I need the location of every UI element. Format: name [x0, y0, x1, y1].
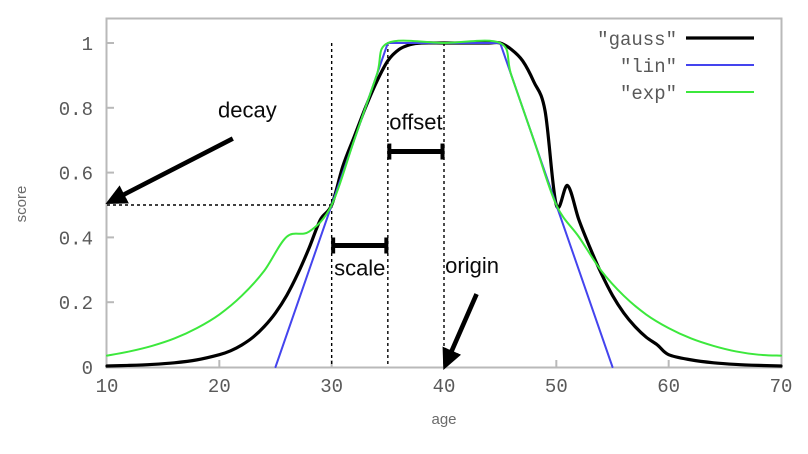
- legend-label-exp: "exp": [620, 83, 677, 105]
- x-tick-label: 70: [770, 376, 793, 398]
- x-axis-title: age: [431, 411, 456, 428]
- x-axis-tick-labels: 10 20 30 40 50 60 70: [96, 376, 793, 398]
- y-axis-tick-labels: 0 0.2 0.4 0.6 0.8 1: [59, 34, 93, 380]
- annotation-label-scale: scale: [334, 256, 385, 281]
- legend: "gauss" "lin" "exp": [597, 29, 754, 105]
- x-tick-label: 50: [545, 376, 568, 398]
- data-series: [105, 39, 783, 368]
- annotation-label-decay: decay: [218, 98, 277, 123]
- x-tick-label: 10: [96, 376, 119, 398]
- annotation-label-origin: origin: [445, 253, 499, 278]
- y-axis-ticks: [107, 42, 114, 304]
- guide-lines: [107, 43, 445, 367]
- annotation-arrow-decay: [105, 136, 234, 205]
- y-tick-label: 0.2: [59, 293, 93, 315]
- x-tick-label: 40: [433, 376, 456, 398]
- legend-label-lin: "lin": [620, 56, 677, 78]
- annotations: decay offset scale origin: [105, 98, 499, 370]
- x-tick-label: 60: [657, 376, 680, 398]
- legend-label-gauss: "gauss": [597, 29, 677, 51]
- annotation-bracket-scale: [331, 237, 389, 254]
- y-tick-label: 1: [82, 34, 93, 56]
- y-tick-label: 0.4: [59, 228, 93, 250]
- x-tick-label: 30: [320, 376, 343, 398]
- y-tick-label: 0: [82, 358, 93, 380]
- y-tick-label: 0.6: [59, 164, 93, 186]
- annotation-arrow-origin: [442, 293, 479, 370]
- annotation-label-offset: offset: [389, 110, 442, 135]
- x-tick-label: 20: [208, 376, 231, 398]
- series-line-exp: [106, 39, 782, 357]
- y-axis-title: score: [13, 186, 30, 223]
- y-tick-label: 0.8: [59, 99, 93, 121]
- annotation-bracket-offset: [387, 143, 445, 160]
